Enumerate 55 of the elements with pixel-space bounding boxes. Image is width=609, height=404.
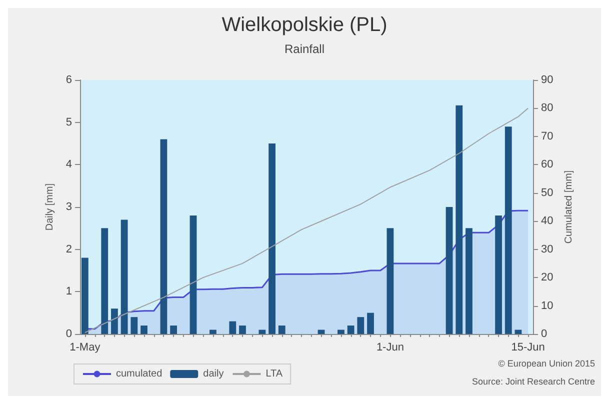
bar [81, 258, 88, 334]
x-tick-label: 1-Jun [376, 342, 404, 354]
y2-tick-label: 0 [541, 328, 548, 340]
y-tick-label: 6 [66, 74, 72, 86]
bar [495, 215, 502, 334]
bar [101, 228, 108, 334]
y2-tick-label: 60 [541, 158, 554, 171]
line-series [84, 108, 529, 334]
bar [160, 139, 168, 334]
y2-tick-label: 90 [541, 74, 554, 86]
source-note: Source: Joint Research Centre [472, 376, 595, 386]
y2-tick-label: 70 [541, 130, 554, 142]
chart-subtitle: Rainfall [284, 42, 325, 56]
bar [229, 321, 236, 334]
y-tick-label: 0 [66, 328, 72, 340]
bar [504, 126, 512, 334]
bar [239, 326, 246, 334]
x-tick-label: 1-May [70, 342, 101, 354]
bar [111, 308, 118, 334]
bar [268, 144, 276, 334]
y2-tick-label: 10 [541, 300, 554, 312]
bar [456, 105, 463, 334]
bar [347, 326, 354, 334]
bar [386, 228, 394, 334]
y2-tick-label: 30 [541, 243, 554, 256]
bar [170, 326, 177, 334]
bar [446, 207, 453, 334]
bar [278, 326, 286, 334]
chart-title: Wielkopolskie (PL) [222, 14, 388, 36]
y2-tick-label: 20 [541, 272, 554, 284]
bar [190, 215, 197, 334]
bar [210, 330, 216, 334]
y-tick-label: 3 [66, 201, 72, 213]
y-axis-title: Daily [mm] [44, 183, 56, 231]
legend-label: LTA [266, 368, 283, 380]
bar [120, 220, 128, 334]
bar [466, 228, 472, 334]
y-tick-label: 4 [66, 158, 72, 171]
y2-tick-label: 50 [541, 186, 554, 199]
y-tick-label: 5 [66, 116, 72, 128]
legend-label: cumulated [116, 368, 162, 380]
y2-axis-title: Cumulated [mm] [564, 170, 575, 244]
x-tick-label: 15-Jun [511, 342, 545, 354]
y-tick-label: 2 [66, 243, 72, 256]
bar [357, 317, 364, 334]
y2-tick-label: 80 [541, 102, 554, 114]
legend-label: daily [203, 368, 224, 380]
bar [140, 326, 148, 334]
y2-tick-label: 40 [541, 215, 554, 228]
y-tick-label: 1 [66, 286, 72, 298]
text: © European Union 2015 [498, 358, 595, 368]
bar [130, 317, 138, 334]
bar [258, 330, 266, 334]
bar [338, 330, 344, 334]
bar [367, 312, 374, 334]
